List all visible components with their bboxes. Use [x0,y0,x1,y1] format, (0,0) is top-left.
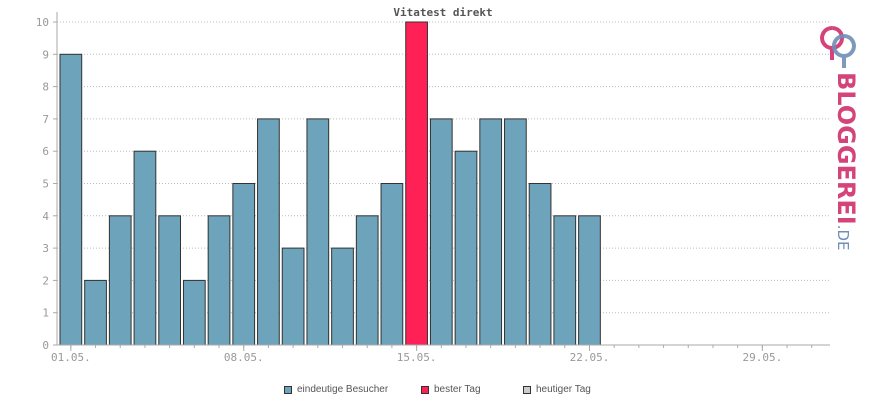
y-tick-label: 6 [42,145,49,158]
visitor-bar-chart: Vitatest direkt 0 1 2 3 4 5 6 7 8 9 10 01.05. 08.05… [36,6,830,364]
x-axis-ticks: 01.05. 08.05. 15.05. 22.05. 29.05. [51,345,813,364]
x-tick-label: 08.05. [224,351,264,364]
legend-swatch-best [421,385,429,394]
y-tick-label: 1 [42,307,49,320]
bar [553,215,577,346]
bar [108,215,132,346]
legend-label-visitors: eindeutige Besucher [297,384,389,395]
bloggerei-logo-icon [820,26,856,68]
legend-swatch-visitors [284,385,292,394]
bar [479,118,503,346]
y-tick-label: 8 [42,81,49,94]
brand-suffix-text: .DE [834,224,852,251]
y-tick-label: 9 [42,48,49,61]
bar-best-day [405,21,428,346]
x-tick-label: 01.05. [51,351,91,364]
y-axis-ticks: 0 1 2 3 4 5 6 7 8 9 10 [36,16,57,352]
x-tick-label: 15.05. [397,351,437,364]
chart-title: Vitatest direkt [393,6,492,19]
legend-item-best: bester Tag [421,384,481,395]
bar [528,183,552,346]
bar [84,279,107,346]
bar [158,215,182,346]
y-tick-label: 5 [42,178,49,191]
bar [380,183,404,346]
bar [232,183,256,346]
legend-item-visitors: eindeutige Besucher [284,384,388,395]
bar [133,150,157,346]
bloggerei-wordmark: BLOGGEREI.DE [832,72,860,251]
bar [355,215,379,346]
legend-label-best: bester Tag [434,384,481,395]
bar [429,118,453,346]
x-tick-label: 22.05. [570,351,610,364]
y-tick-label: 7 [42,113,49,126]
brand-main-text: BLOGGEREI [832,72,860,225]
bar [207,215,231,346]
y-tick-label: 0 [42,339,49,352]
bar [306,118,330,346]
bar [578,215,601,346]
y-tick-label: 2 [42,274,49,287]
legend-swatch-today [523,385,531,394]
bloggerei-logo [810,20,870,220]
y-tick-label: 3 [42,242,49,255]
bar [257,118,280,346]
legend-label-today: heutiger Tag [536,384,591,395]
bar [281,247,305,346]
bar [504,118,527,346]
bar [182,279,206,346]
x-tick-label: 29.05. [742,351,782,364]
bar [331,247,354,346]
bar [59,53,83,346]
y-tick-label: 10 [36,16,49,29]
y-tick-label: 4 [42,210,49,223]
chart-legend: eindeutige Besucher bester Tag heutiger … [0,384,870,400]
legend-item-today: heutiger Tag [523,384,591,395]
bar [454,150,478,346]
